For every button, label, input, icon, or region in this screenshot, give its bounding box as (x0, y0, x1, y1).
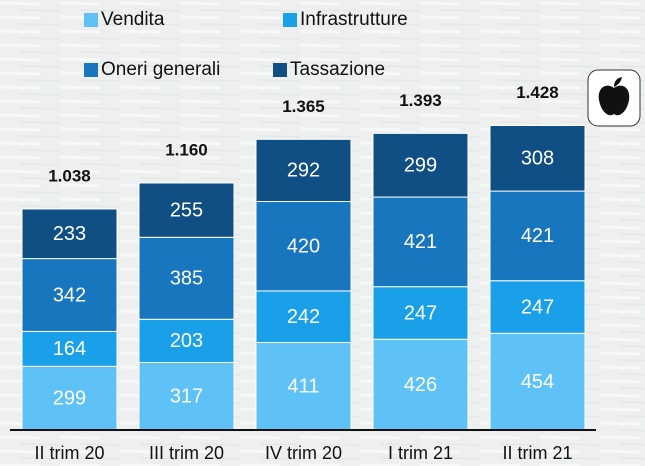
legend-label: Oneri generali (101, 59, 220, 80)
total-label: 1.160 (165, 140, 208, 159)
legend-swatch (283, 13, 297, 27)
data-label: 242 (287, 306, 320, 328)
bar-segment (21, 330, 118, 367)
legend-label: Infrastrutture (300, 9, 408, 30)
data-label: 233 (53, 223, 86, 245)
data-label: 247 (521, 296, 554, 318)
apple-icon (587, 69, 641, 127)
x-tick-label: III trim 20 (149, 443, 224, 463)
data-label: 426 (404, 374, 437, 396)
total-label: 1.393 (399, 91, 442, 110)
bar-segment (138, 236, 235, 320)
data-label: 299 (53, 387, 86, 409)
data-label: 421 (404, 231, 437, 253)
legend-swatch (84, 63, 98, 77)
total-label: 1.428 (516, 83, 559, 102)
bar-segment (21, 258, 118, 332)
bar-segment (138, 318, 235, 363)
data-label: 292 (287, 160, 320, 182)
total-label: 1.038 (48, 166, 91, 185)
data-label: 299 (404, 154, 437, 176)
legend-swatch (84, 13, 98, 27)
total-label: 1.365 (282, 97, 325, 116)
bar-segment (372, 286, 469, 340)
x-tick-label: II trim 20 (34, 443, 104, 463)
legend-label: Tassazione (290, 59, 385, 80)
legend-label: Vendita (101, 9, 165, 30)
data-label: 255 (170, 199, 203, 221)
data-label: 317 (170, 386, 203, 408)
bar-segment (489, 124, 586, 192)
data-label: 164 (53, 338, 86, 360)
bar-segment (255, 201, 352, 292)
bar-segment (138, 361, 235, 431)
bar-segment (255, 138, 352, 203)
bar-segment (372, 338, 469, 431)
x-tick-label: II trim 21 (502, 443, 572, 463)
data-label: 385 (170, 268, 203, 290)
data-label: 454 (521, 371, 554, 393)
data-label: 421 (521, 225, 554, 247)
bar-segment (489, 190, 586, 282)
data-label: 420 (287, 236, 320, 258)
bar-segment (372, 196, 469, 288)
data-label: 308 (521, 148, 554, 170)
bar-segment (255, 290, 352, 343)
data-label: 203 (170, 330, 203, 352)
data-label: 411 (288, 376, 320, 398)
x-tick-label: IV trim 20 (265, 443, 342, 463)
bar-segment (21, 208, 118, 260)
bar-segment (372, 132, 469, 198)
bar-segment (489, 332, 586, 431)
x-tick-label: I trim 21 (388, 443, 453, 463)
data-label: 247 (404, 302, 437, 324)
bar-segment (138, 182, 235, 238)
data-label: 342 (53, 284, 86, 306)
legend-swatch (273, 63, 287, 77)
